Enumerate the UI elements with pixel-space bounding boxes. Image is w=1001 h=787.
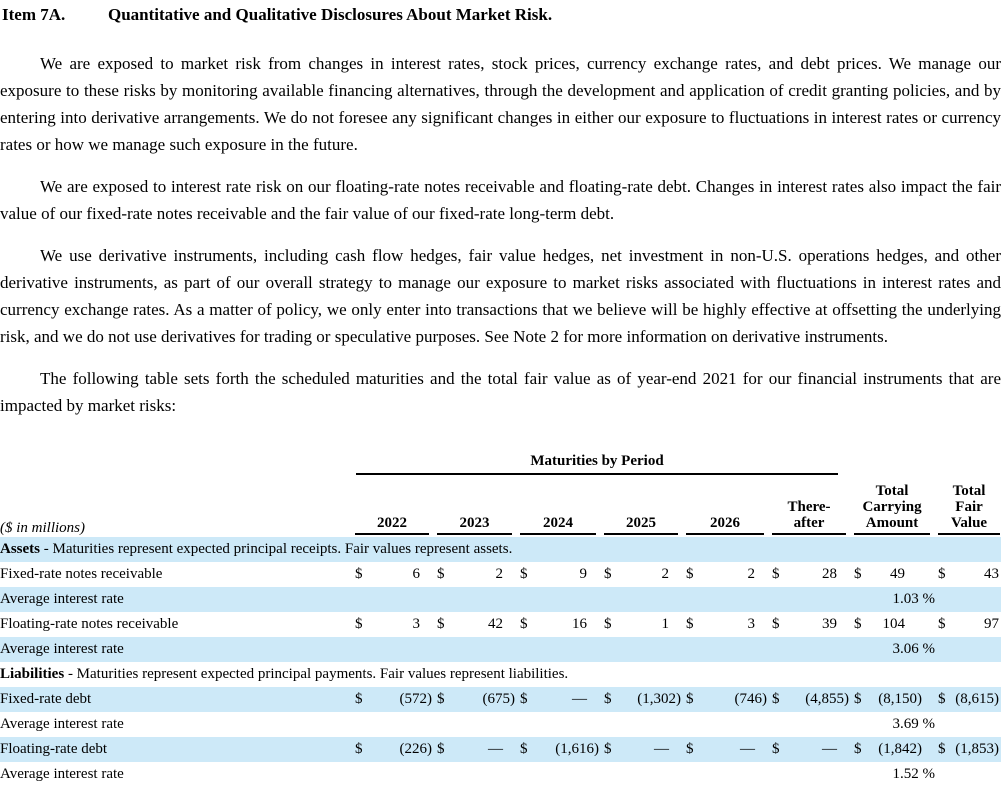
- row-liabilities-section-note: Liabilities - Maturities represent expec…: [0, 662, 1001, 687]
- row-assets-section-note: Assets - Maturities represent expected p…: [0, 537, 1001, 562]
- row-average-interest-rate-floating-debt: Average interest rate 1.52 %: [0, 762, 1001, 787]
- dollar-sign: $: [686, 741, 694, 757]
- dollar-sign: $: [686, 566, 694, 582]
- dollar-sign: $: [772, 741, 780, 757]
- col-header-2023: 2023: [437, 515, 512, 535]
- dollar-sign: $: [938, 691, 946, 707]
- units-label: ($ in millions): [0, 520, 85, 536]
- row-average-interest-rate-fixed-notes: Average interest rate 1.03 %: [0, 587, 1001, 612]
- maturities-span-header-row: Maturities by Period: [0, 448, 1001, 475]
- assets-term: Assets: [0, 541, 40, 557]
- dollar-sign: $: [355, 741, 363, 757]
- row-label: Average interest rate: [0, 591, 124, 607]
- interest-rate-value: 3.69 %: [892, 716, 936, 732]
- col-header-total-carrying-amount: Total Carrying Amount: [854, 483, 931, 535]
- dollar-sign: $: [938, 741, 946, 757]
- paragraph-derivative-instruments: We use derivative instruments, including…: [0, 246, 1001, 346]
- dollar-sign: $: [604, 616, 612, 632]
- dollar-sign: $: [854, 691, 862, 707]
- paragraph-table-intro: The following table sets forth the sched…: [0, 369, 1001, 415]
- spacer-cell: [851, 448, 935, 475]
- row-floating-rate-debt: Floating-rate debt $ (226) $ — $ (1,616) $ —…: [0, 737, 1001, 762]
- row-label: Fixed-rate debt: [0, 691, 92, 707]
- dollar-sign: $: [355, 691, 363, 707]
- spacer-cell: [935, 448, 1001, 475]
- row-fixed-rate-notes-receivable: Fixed-rate notes receivable $6 $2 $9 $2 …: [0, 562, 1001, 587]
- dollar-sign: $: [437, 741, 445, 757]
- dollar-sign: $: [854, 566, 862, 582]
- interest-rate-value: 3.06 %: [892, 641, 936, 657]
- col-header-2024: 2024: [520, 515, 596, 535]
- row-label: Average interest rate: [0, 766, 124, 782]
- dollar-sign: $: [686, 691, 694, 707]
- col-header-2022: 2022: [355, 515, 429, 535]
- row-label: Floating-rate debt: [0, 741, 108, 757]
- dollar-sign: $: [520, 566, 528, 582]
- dollar-sign: $: [854, 741, 862, 757]
- maturities-table: Maturities by Period ($ in millions) 202…: [0, 448, 1001, 787]
- item-number: Item 7A.: [2, 5, 66, 24]
- liabilities-term: Liabilities: [0, 666, 65, 682]
- dollar-sign: $: [604, 566, 612, 582]
- liabilities-note-text: - Maturities represent expected principa…: [64, 666, 569, 682]
- dollar-sign: $: [686, 616, 694, 632]
- row-average-interest-rate-fixed-debt: Average interest rate 3.69 %: [0, 712, 1001, 737]
- col-header-2026: 2026: [686, 515, 764, 535]
- assets-note-text: - Maturities represent expected principa…: [40, 541, 513, 557]
- dollar-sign: $: [604, 741, 612, 757]
- dollar-sign: $: [938, 566, 946, 582]
- dollar-sign: $: [437, 616, 445, 632]
- row-label: Average interest rate: [0, 641, 124, 657]
- dollar-sign: $: [355, 566, 363, 582]
- column-header-row: ($ in millions) 2022 2023 2024 2025 2026…: [0, 475, 1001, 537]
- dollar-sign: $: [437, 566, 445, 582]
- dollar-sign: $: [938, 616, 946, 632]
- dollar-sign: $: [854, 616, 862, 632]
- col-header-total-fair-value: Total Fair Value: [938, 483, 1001, 535]
- row-label: Fixed-rate notes receivable: [0, 566, 163, 582]
- row-label: Average interest rate: [0, 716, 124, 732]
- dollar-sign: $: [772, 566, 780, 582]
- spacer-cell: [0, 448, 352, 475]
- dollar-sign: $: [520, 741, 528, 757]
- row-label: Floating-rate notes receivable: [0, 616, 179, 632]
- maturities-by-period-header: Maturities by Period: [356, 453, 839, 475]
- dollar-sign: $: [355, 616, 363, 632]
- dollar-sign: $: [772, 616, 780, 632]
- item-title: Quantitative and Qualitative Disclosures…: [108, 5, 553, 24]
- page-title: Item 7A. Quantitative and Qualitative Dis…: [2, 5, 1001, 25]
- dollar-sign: $: [520, 691, 528, 707]
- interest-rate-value: 1.52 %: [892, 766, 936, 782]
- row-floating-rate-notes-receivable: Floating-rate notes receivable $3 $42 $1…: [0, 612, 1001, 637]
- paragraph-interest-rate-risk: We are exposed to interest rate risk on …: [0, 177, 1001, 223]
- paragraph-market-risk-overview: We are exposed to market risk from chang…: [0, 54, 1001, 154]
- row-fixed-rate-debt: Fixed-rate debt $ (572) $ (675) $ — $ (1,302…: [0, 687, 1001, 712]
- dollar-sign: $: [772, 691, 780, 707]
- col-header-2025: 2025: [604, 515, 678, 535]
- col-header-thereafter: There- after: [772, 499, 847, 535]
- interest-rate-value: 1.03 %: [892, 591, 936, 607]
- row-average-interest-rate-floating-notes: Average interest rate 3.06 %: [0, 637, 1001, 662]
- dollar-sign: $: [520, 616, 528, 632]
- dollar-sign: $: [604, 691, 612, 707]
- dollar-sign: $: [437, 691, 445, 707]
